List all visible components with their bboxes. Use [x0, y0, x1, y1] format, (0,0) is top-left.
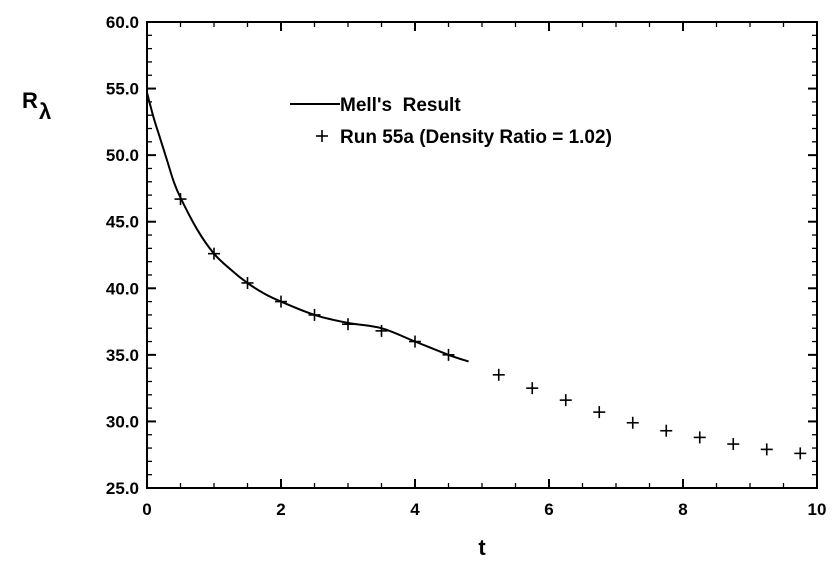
- data-point: [693, 431, 706, 444]
- y-tick-label: 60.0: [106, 13, 139, 32]
- series-line-mells-result: [146, 92, 469, 363]
- data-point: [727, 438, 740, 451]
- data-point: [342, 318, 354, 331]
- legend: Mell's Result Run 55a (Density Ratio = 1…: [290, 95, 612, 148]
- x-tick-label: 4: [410, 500, 420, 519]
- data-point: [626, 416, 639, 429]
- y-tick-label: 45.0: [106, 213, 139, 232]
- data-point: [308, 308, 321, 321]
- data-point: [526, 382, 539, 395]
- plot-frame: [146, 21, 818, 489]
- x-tick-label: 10: [808, 500, 827, 519]
- legend-label-run-55a: Run 55a (Density Ratio = 1.02): [340, 127, 612, 148]
- x-tick-label: 2: [276, 500, 285, 519]
- data-point: [492, 368, 505, 381]
- data-point: [442, 348, 455, 361]
- y-tick-label: 40.0: [106, 279, 139, 298]
- data-point: [208, 247, 220, 260]
- data-point: [375, 324, 388, 337]
- data-point: [241, 276, 254, 289]
- x-tick-label: 8: [678, 500, 687, 519]
- y-tick-label: 35.0: [106, 346, 139, 365]
- data-point: [409, 335, 421, 348]
- data-point: [174, 193, 187, 206]
- y-tick-label: 50.0: [106, 146, 139, 165]
- x-axis-label: t: [478, 535, 486, 560]
- data-point: [559, 394, 572, 407]
- legend-label-mells-result: Mell's Result: [340, 95, 461, 116]
- y-tick-label: 30.0: [106, 412, 139, 431]
- data-point: [275, 295, 287, 308]
- data-point: [593, 406, 606, 419]
- data-point: [794, 447, 807, 460]
- legend-swatch-run-55a: [316, 130, 328, 142]
- y-axis-label-subscript: λ: [39, 99, 51, 124]
- data-point: [660, 424, 673, 437]
- y-axis-label: R: [22, 88, 38, 113]
- y-axis: 25.0 30.0 35.0 40.0 45.0 50.0 55.0 60.0: [106, 13, 817, 498]
- x-tick-label: 0: [142, 500, 151, 519]
- x-axis: 0 2 4 6 8 10: [142, 22, 826, 519]
- data-point: [760, 443, 773, 456]
- y-tick-label: 25.0: [106, 479, 139, 498]
- x-tick-label: 6: [544, 500, 553, 519]
- y-tick-label: 55.0: [106, 80, 139, 99]
- series-points-run-55a: [174, 193, 807, 460]
